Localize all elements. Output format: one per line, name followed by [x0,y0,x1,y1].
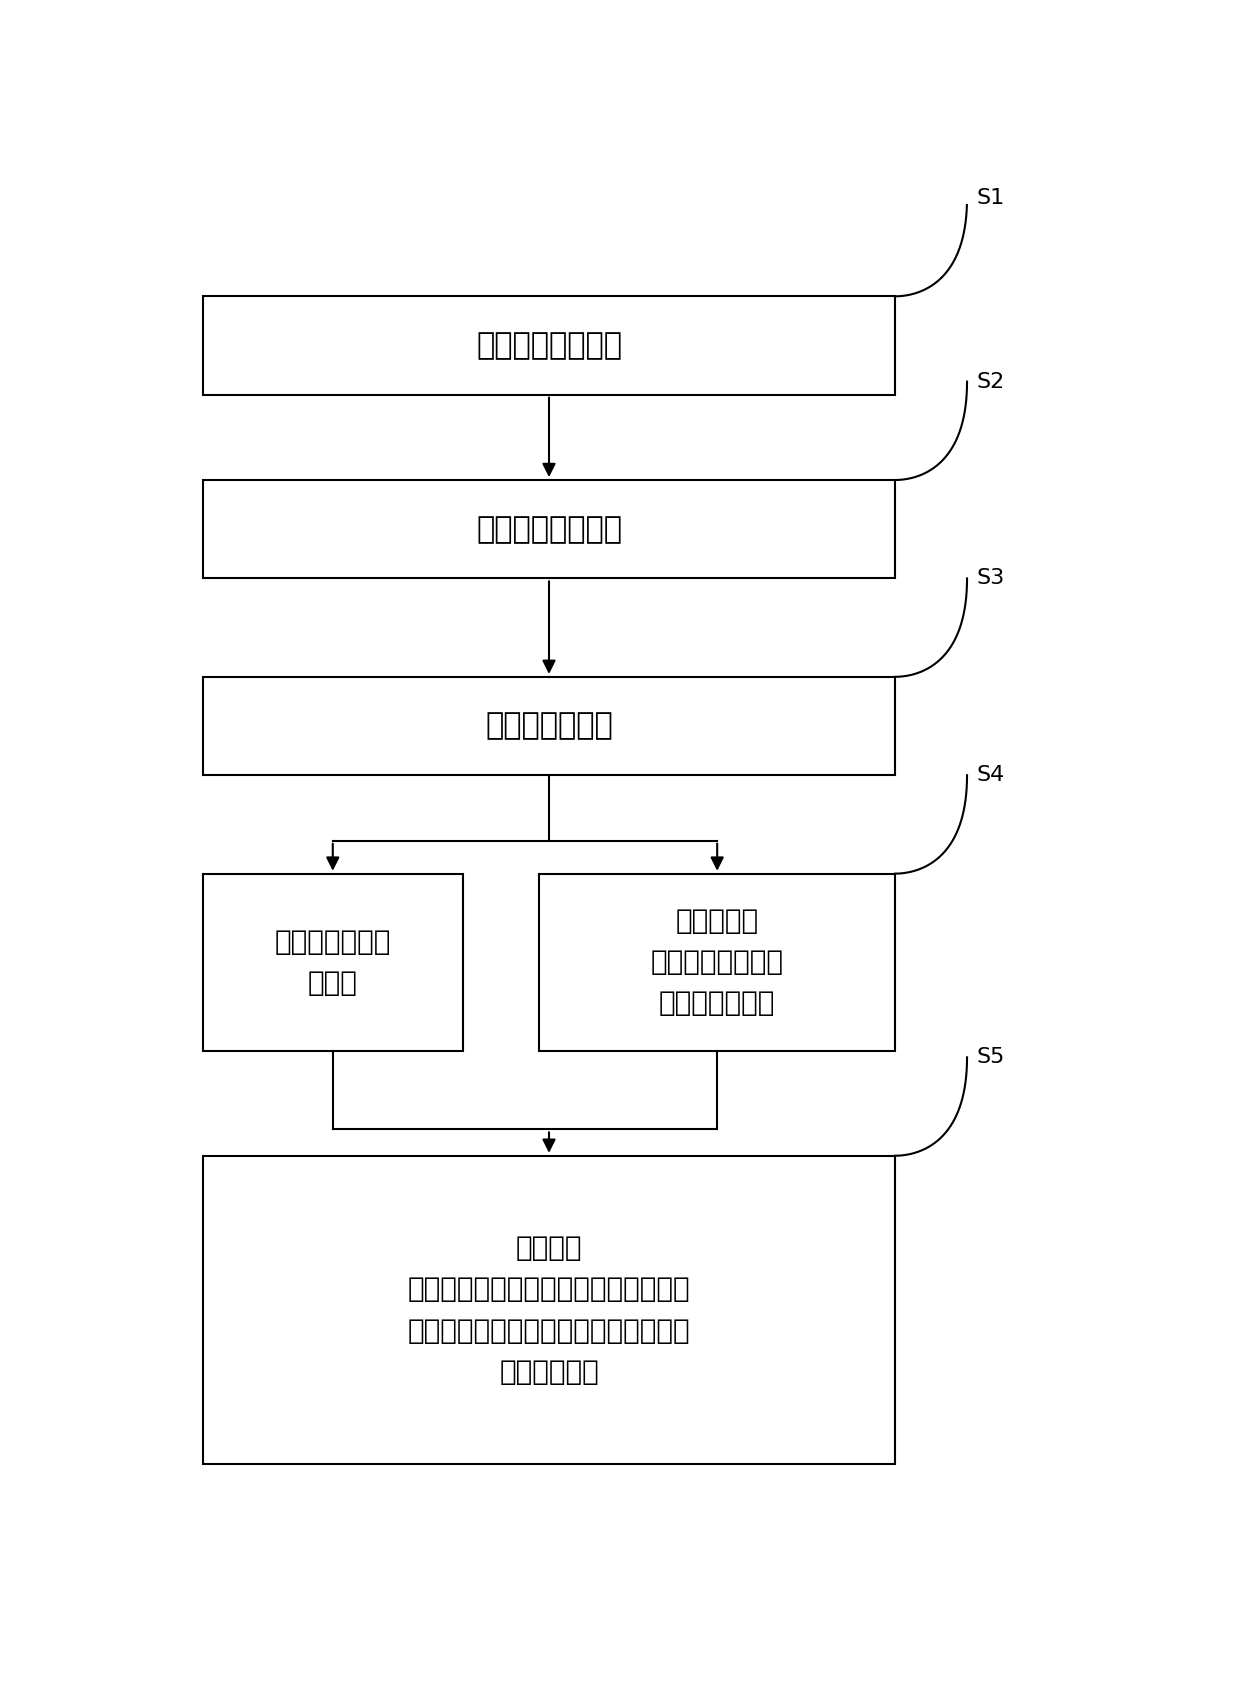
Text: S3: S3 [977,569,1004,588]
Text: 泊松方程计算电
场强度: 泊松方程计算电 场强度 [274,927,391,997]
Text: S5: S5 [977,1048,1006,1067]
Bar [203,1155,895,1464]
Bar [203,676,895,775]
Text: 二维计算域的建立: 二维计算域的建立 [476,331,622,360]
Text: 二维计算域的划分: 二维计算域的划分 [476,515,622,544]
Text: S2: S2 [977,371,1004,392]
Bar [539,874,895,1051]
Text: 每个时刻
求解泊松方程和电流连续方程耦合的方
程组，得出不同时刻的电场强度和电荷
密度的瞬时值: 每个时刻 求解泊松方程和电流连续方程耦合的方 程组，得出不同时刻的电场强度和电荷… [408,1234,691,1385]
Bar [203,296,895,395]
Bar [203,874,463,1051]
Text: S4: S4 [977,765,1004,786]
Text: 时步法求解
求解瞬态上流有限
元电流连续方程: 时步法求解 求解瞬态上流有限 元电流连续方程 [651,907,784,1017]
Text: S1: S1 [977,187,1004,208]
Bar [203,481,895,578]
Text: 初始参数的设置: 初始参数的设置 [485,712,613,741]
